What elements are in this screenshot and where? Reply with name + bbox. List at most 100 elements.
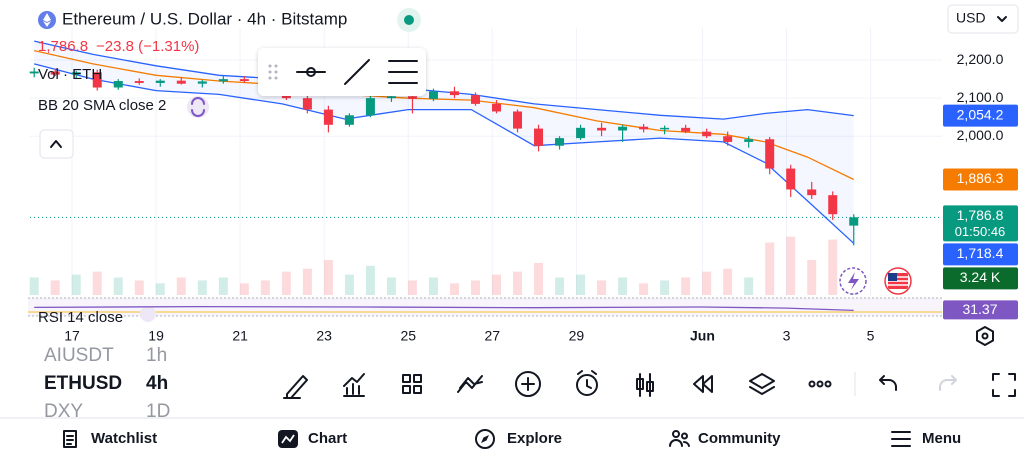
y-tick-label: 2,100.0 — [957, 89, 1004, 105]
volume-bar — [470, 280, 480, 295]
redo — [939, 375, 957, 391]
band-fill — [34, 41, 854, 244]
candle-body — [702, 131, 712, 137]
price-axis: 2,200.0 2,100.0 2,000.0 17 19 21 23 25 27 29 Jun 3 5 — [64, 51, 1003, 344]
tool-row — [283, 370, 1016, 399]
chart-type-tool[interactable] — [636, 373, 654, 397]
volume-bar — [50, 280, 60, 295]
volume-bar — [92, 271, 102, 295]
volume-bar — [618, 277, 628, 295]
indicator-volume[interactable]: Vol · ETH — [38, 66, 102, 83]
volume-bar — [323, 260, 333, 295]
candle-body — [765, 139, 775, 169]
volume-bar — [828, 239, 838, 295]
replay-tool[interactable] — [693, 375, 713, 393]
collapse-button[interactable] — [39, 129, 74, 159]
volume-bar — [681, 277, 691, 295]
candle-body — [176, 80, 186, 84]
nav-item[interactable]: Watchlist — [91, 430, 157, 447]
market-dot — [404, 15, 414, 25]
volume-bar — [660, 280, 670, 295]
candle-body — [534, 128, 544, 146]
candle-body — [618, 126, 628, 131]
nav-item[interactable]: Chart — [308, 430, 347, 447]
settings-tool[interactable] — [388, 60, 418, 84]
indicator-bb[interactable]: BB 20 SMA close 2 — [38, 97, 166, 114]
candle-body — [155, 80, 165, 83]
candle-body — [344, 115, 354, 125]
volume-layer — [29, 236, 859, 295]
chart-icon-line — [281, 434, 295, 444]
layers-tool[interactable] — [749, 373, 775, 395]
eth-glyph — [43, 13, 51, 27]
undo[interactable] — [879, 375, 897, 391]
volume-bar — [344, 274, 354, 295]
fullscreen[interactable] — [992, 373, 1016, 397]
candle-body — [113, 81, 123, 88]
volume-bar — [723, 268, 733, 295]
draw-tool[interactable] — [283, 375, 308, 399]
nav-item[interactable]: Menu — [922, 430, 961, 447]
volume-bar — [218, 277, 228, 295]
volume-bar — [639, 283, 649, 295]
candle-body — [386, 96, 396, 99]
symbol[interactable]: ETHUSD — [44, 373, 122, 394]
bb-icon[interactable] — [187, 96, 209, 118]
bb-icon-glyph — [191, 97, 205, 117]
volume-bar — [29, 277, 39, 295]
volume-bar — [260, 280, 270, 295]
alert-glyph — [848, 272, 859, 290]
rsi-label: 31.37 — [962, 301, 997, 317]
x-tick-label: 29 — [569, 328, 585, 344]
rsi-icon[interactable] — [140, 306, 156, 322]
volume-bar — [365, 265, 375, 295]
currency-select[interactable] — [947, 4, 1019, 34]
drag-handle[interactable] — [268, 64, 278, 80]
volume-bar — [702, 271, 712, 295]
more-tool[interactable] — [808, 380, 832, 388]
compare-tool[interactable] — [457, 375, 483, 393]
chart-settings[interactable] — [976, 326, 994, 346]
interval[interactable]: 4h — [146, 373, 168, 394]
nav-item[interactable]: Explore — [507, 430, 562, 447]
symbol-title[interactable]: Ethereum / U.S. Dollar · 4h · Bitstamp — [62, 9, 347, 28]
candle-body — [218, 79, 228, 82]
interval[interactable]: 1h — [146, 345, 167, 366]
rsi-title: RSI 14 close — [38, 309, 123, 326]
community-icon — [669, 430, 690, 447]
volume-label-bg — [943, 267, 1018, 290]
trend-line-tool[interactable] — [344, 59, 370, 85]
nav-item[interactable]: Community — [698, 430, 781, 447]
symbol[interactable]: DXY — [44, 401, 83, 422]
menu-icon — [891, 431, 911, 447]
volume-bar — [281, 271, 291, 295]
x-tick-label: 27 — [485, 328, 501, 344]
x-tick-label: 3 — [783, 328, 791, 344]
candle-body — [92, 72, 102, 88]
horizontal-line-tool[interactable] — [296, 67, 326, 77]
layout-tool[interactable] — [402, 374, 422, 394]
last-price: 1,786.8 — [38, 38, 88, 55]
volume-bar — [113, 277, 123, 295]
currency: USD — [956, 10, 986, 26]
indicators-tool[interactable] — [343, 373, 365, 397]
alert-hands — [577, 370, 597, 389]
volume-bar — [386, 277, 396, 295]
symbol[interactable]: AIUSDT — [44, 345, 114, 366]
alert-tool[interactable] — [576, 374, 598, 396]
volume-bar — [534, 262, 544, 295]
volume-bar — [765, 242, 775, 295]
candle-body — [449, 91, 459, 96]
interval[interactable]: 1D — [146, 401, 170, 422]
candle-body — [681, 127, 691, 132]
x-tick-label: 17 — [64, 328, 80, 344]
volume-bar — [555, 277, 565, 295]
volume-bar — [597, 280, 607, 295]
candle-body — [365, 98, 375, 116]
lower-band — [34, 63, 855, 244]
x-tick-label: 23 — [316, 328, 332, 344]
add-tool[interactable] — [515, 371, 541, 397]
candle-body — [134, 81, 144, 83]
